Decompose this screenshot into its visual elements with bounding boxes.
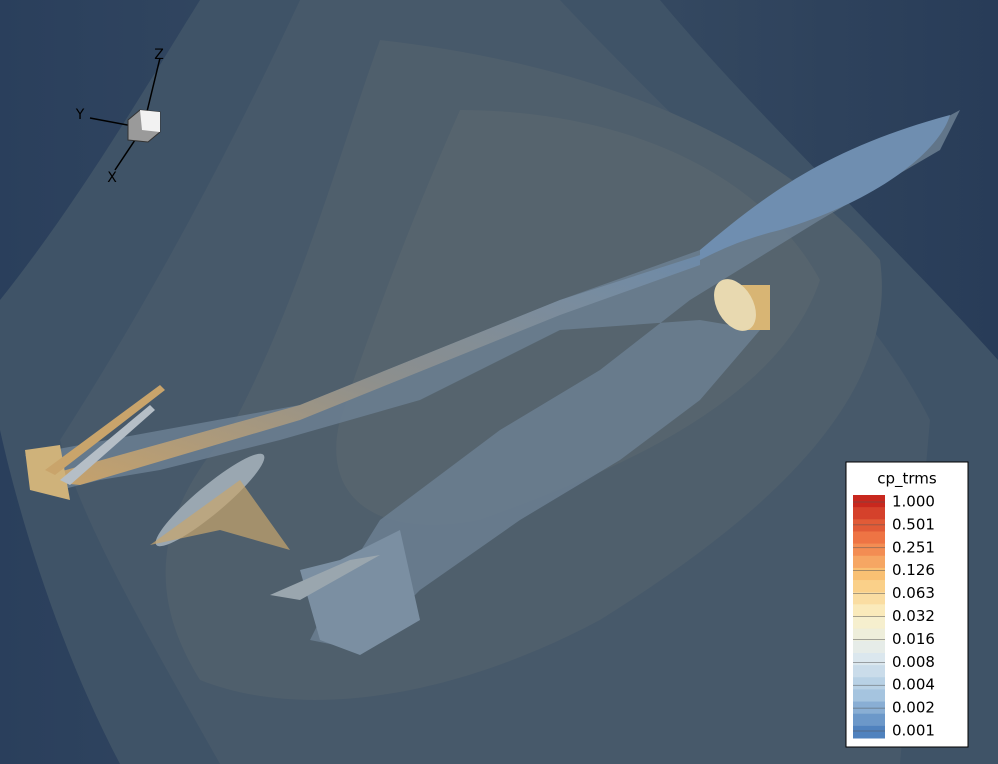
- color-band: [853, 507, 885, 520]
- legend-label: 0.126: [892, 561, 935, 579]
- color-band: [853, 689, 885, 703]
- color-band: [853, 555, 885, 569]
- legend-title: cp_trms: [877, 470, 937, 489]
- aircraft: [25, 110, 960, 655]
- color-band: [853, 665, 885, 678]
- color-band: [853, 652, 885, 666]
- color-band: [853, 640, 885, 654]
- axis-label-x: X: [107, 170, 117, 186]
- color-band: [853, 531, 885, 545]
- color-band: [853, 592, 885, 605]
- legend-label: 1.000: [892, 493, 935, 511]
- color-band: [853, 677, 885, 690]
- legend-label: 0.016: [892, 630, 935, 648]
- legend-label: 0.032: [892, 607, 935, 625]
- color-band: [853, 567, 885, 581]
- legend-label: 0.251: [892, 538, 935, 556]
- legend-label: 0.063: [892, 584, 935, 602]
- color-band: [853, 725, 885, 739]
- legend-label: 0.501: [892, 515, 935, 533]
- legend-label: 0.001: [892, 722, 935, 740]
- axes-triad: Z Y X: [75, 47, 164, 186]
- color-band: [853, 616, 885, 630]
- color-band: [853, 628, 885, 642]
- color-band: [853, 580, 885, 593]
- legend: cp_trms 1.000 0.501 0.251 0.126 0.063 0.032 0.…: [845, 461, 969, 748]
- axis-label-y: Y: [75, 107, 85, 123]
- axis-label-z: Z: [154, 47, 164, 63]
- color-band: [853, 604, 885, 617]
- legend-label: 0.004: [892, 676, 935, 694]
- legend-label: 0.002: [892, 699, 935, 717]
- color-band: [853, 543, 885, 557]
- legend-label: 0.008: [892, 653, 935, 671]
- color-band: [853, 495, 885, 508]
- color-band: [853, 519, 885, 532]
- color-band: [853, 713, 885, 727]
